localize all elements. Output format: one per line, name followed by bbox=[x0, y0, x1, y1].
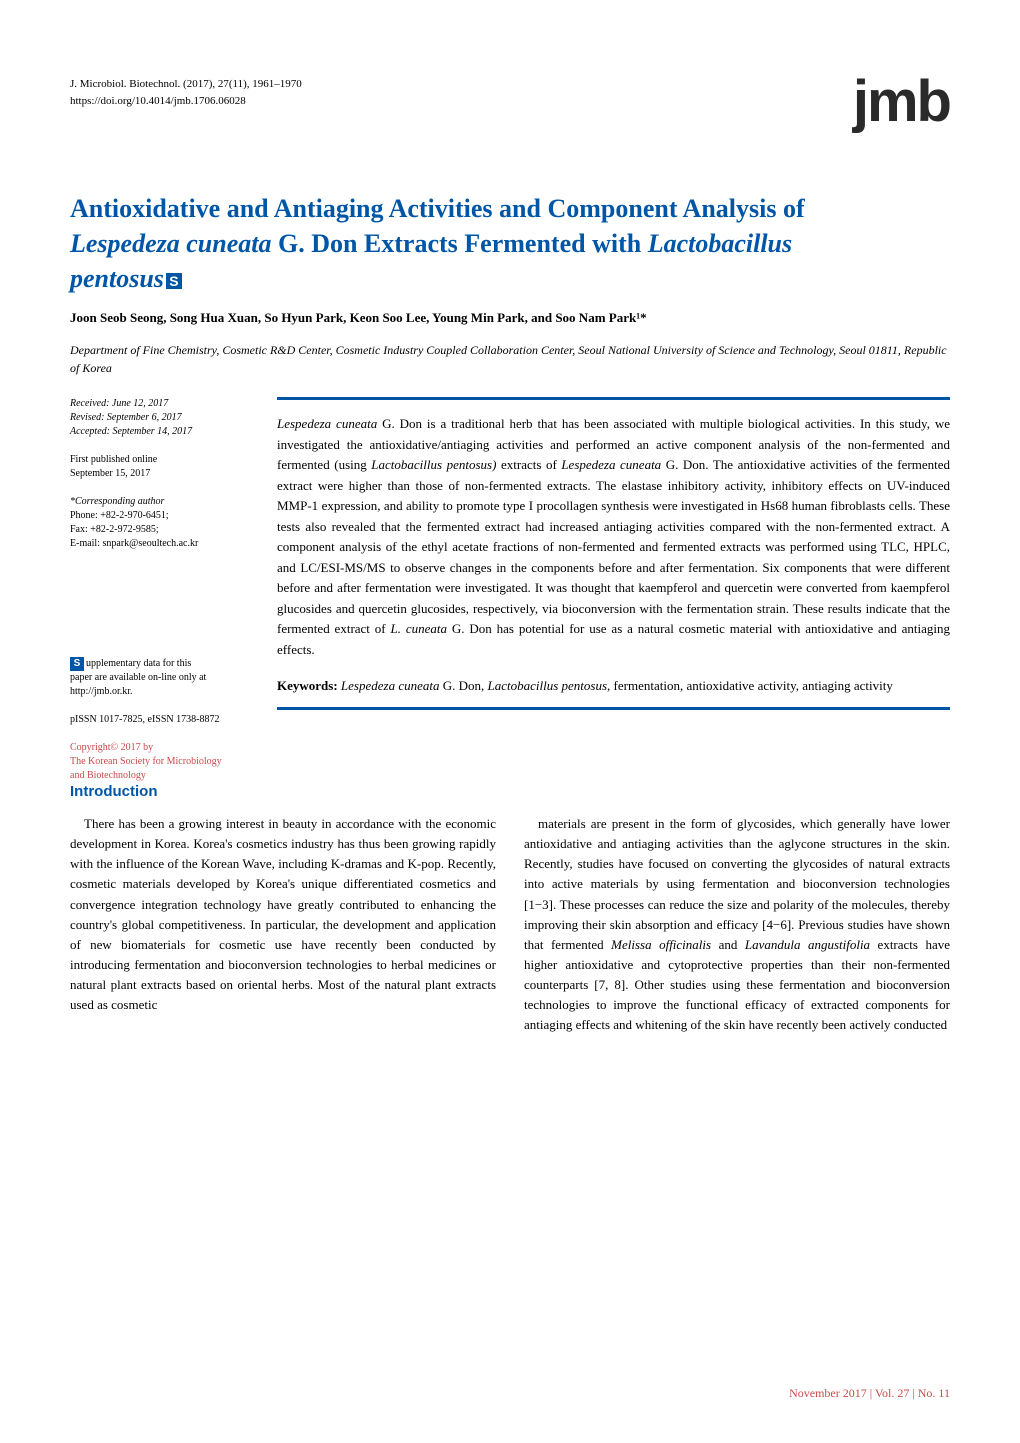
title-species1: Lespedeza cuneata bbox=[70, 229, 271, 258]
keywords-label: Keywords: bbox=[277, 678, 341, 693]
supp-text1: upplementary data for this bbox=[86, 658, 191, 669]
abstract-sp2: Lactobacillus pentosus) bbox=[371, 457, 496, 472]
content-row: Received: June 12, 2017 Revised: Septemb… bbox=[70, 397, 950, 783]
body-col-right: materials are present in the form of gly… bbox=[524, 814, 950, 1036]
page-footer: November 2017 | Vol. 27 | No. 11 bbox=[789, 1386, 950, 1401]
first-online-date: September 15, 2017 bbox=[70, 467, 255, 481]
supp-badge-icon: S bbox=[70, 657, 84, 671]
first-online-label: First published online bbox=[70, 453, 255, 467]
revised-date: Revised: September 6, 2017 bbox=[70, 411, 255, 425]
dates-block: Received: June 12, 2017 Revised: Septemb… bbox=[70, 397, 255, 439]
body-t2b: and bbox=[711, 937, 745, 952]
copyright-line1: Copyright© 2017 by bbox=[70, 741, 255, 755]
keywords: Keywords: Lespedeza cuneata G. Don, Lact… bbox=[277, 676, 950, 696]
sidebar-spacer bbox=[70, 565, 255, 657]
affiliation: Department of Fine Chemistry, Cosmetic R… bbox=[70, 342, 950, 377]
kw-t1: G. Don, bbox=[439, 678, 487, 693]
supplementary-badge-icon: S bbox=[166, 273, 182, 289]
sidebar: Received: June 12, 2017 Revised: Septemb… bbox=[70, 397, 255, 783]
body-p1: There has been a growing interest in bea… bbox=[70, 814, 496, 1015]
body-sp1: Melissa officinalis bbox=[611, 937, 711, 952]
kw-sp2: Lactobacillus pentosus bbox=[488, 678, 608, 693]
title-line2-rest: G. Don Extracts Fermented with bbox=[271, 229, 647, 258]
abstract-wrap: Lespedeza cuneata G. Don is a traditiona… bbox=[277, 400, 950, 710]
authors: Joon Seob Seong, Song Hua Xuan, So Hyun … bbox=[70, 310, 950, 326]
header: J. Microbiol. Biotechnol. (2017), 27(11)… bbox=[70, 76, 950, 135]
abstract-sp1: Lespedeza cuneata bbox=[277, 416, 377, 431]
body-t2a: materials are present in the form of gly… bbox=[524, 816, 950, 952]
supp-text2: paper are available on-line only at bbox=[70, 671, 255, 685]
title-species2b: pentosus bbox=[70, 264, 164, 293]
kw-sp1: Lespedeza cuneata bbox=[341, 678, 440, 693]
body-col-left: There has been a growing interest in bea… bbox=[70, 814, 496, 1036]
title-species2a: Lactobacillus bbox=[648, 229, 792, 258]
abstract-t2: extracts of bbox=[496, 457, 561, 472]
copyright-block: Copyright© 2017 by The Korean Society fo… bbox=[70, 741, 255, 783]
main-column: Lespedeza cuneata G. Don is a traditiona… bbox=[277, 397, 950, 783]
received-date: Received: June 12, 2017 bbox=[70, 397, 255, 411]
section-title-introduction: Introduction bbox=[70, 783, 950, 800]
copyright-line3: and Biotechnology bbox=[70, 769, 255, 783]
journal-meta: J. Microbiol. Biotechnol. (2017), 27(11)… bbox=[70, 76, 302, 109]
article-title: Antioxidative and Antiaging Activities a… bbox=[70, 191, 950, 296]
journal-citation: J. Microbiol. Biotechnol. (2017), 27(11)… bbox=[70, 76, 302, 93]
body-sp2: Lavandula angustifolia bbox=[745, 937, 870, 952]
abstract-sp3: Lespedeza cuneata bbox=[561, 457, 661, 472]
corresponding-label: *Corresponding author bbox=[70, 495, 255, 509]
issn-block: pISSN 1017-7825, eISSN 1738-8872 bbox=[70, 713, 255, 727]
corresponding-phone: Phone: +82-2-970-6451; bbox=[70, 509, 255, 523]
supp-link[interactable]: http://jmb.or.kr. bbox=[70, 685, 255, 699]
journal-logo: jmb bbox=[853, 68, 950, 135]
kw-t2: , fermentation, antioxidative activity, … bbox=[607, 678, 893, 693]
abstract: Lespedeza cuneata G. Don is a traditiona… bbox=[277, 414, 950, 660]
title-line1: Antioxidative and Antiaging Activities a… bbox=[70, 194, 805, 223]
corresponding-block: *Corresponding author Phone: +82-2-970-6… bbox=[70, 495, 255, 551]
body-columns: There has been a growing interest in bea… bbox=[70, 814, 950, 1036]
first-online-block: First published online September 15, 201… bbox=[70, 453, 255, 481]
corresponding-email[interactable]: E-mail: snpark@seoultech.ac.kr bbox=[70, 537, 255, 551]
abstract-t3: G. Don. The antioxidative activities of … bbox=[277, 457, 950, 636]
body-p2: materials are present in the form of gly… bbox=[524, 814, 950, 1036]
doi-link[interactable]: https://doi.org/10.4014/jmb.1706.06028 bbox=[70, 93, 302, 110]
copyright-line2: The Korean Society for Microbiology bbox=[70, 755, 255, 769]
supplementary-block: Supplementary data for this paper are av… bbox=[70, 657, 255, 699]
accepted-date: Accepted: September 14, 2017 bbox=[70, 425, 255, 439]
corresponding-fax: Fax: +82-2-972-9585; bbox=[70, 523, 255, 537]
abstract-sp4: L. cuneata bbox=[391, 621, 448, 636]
